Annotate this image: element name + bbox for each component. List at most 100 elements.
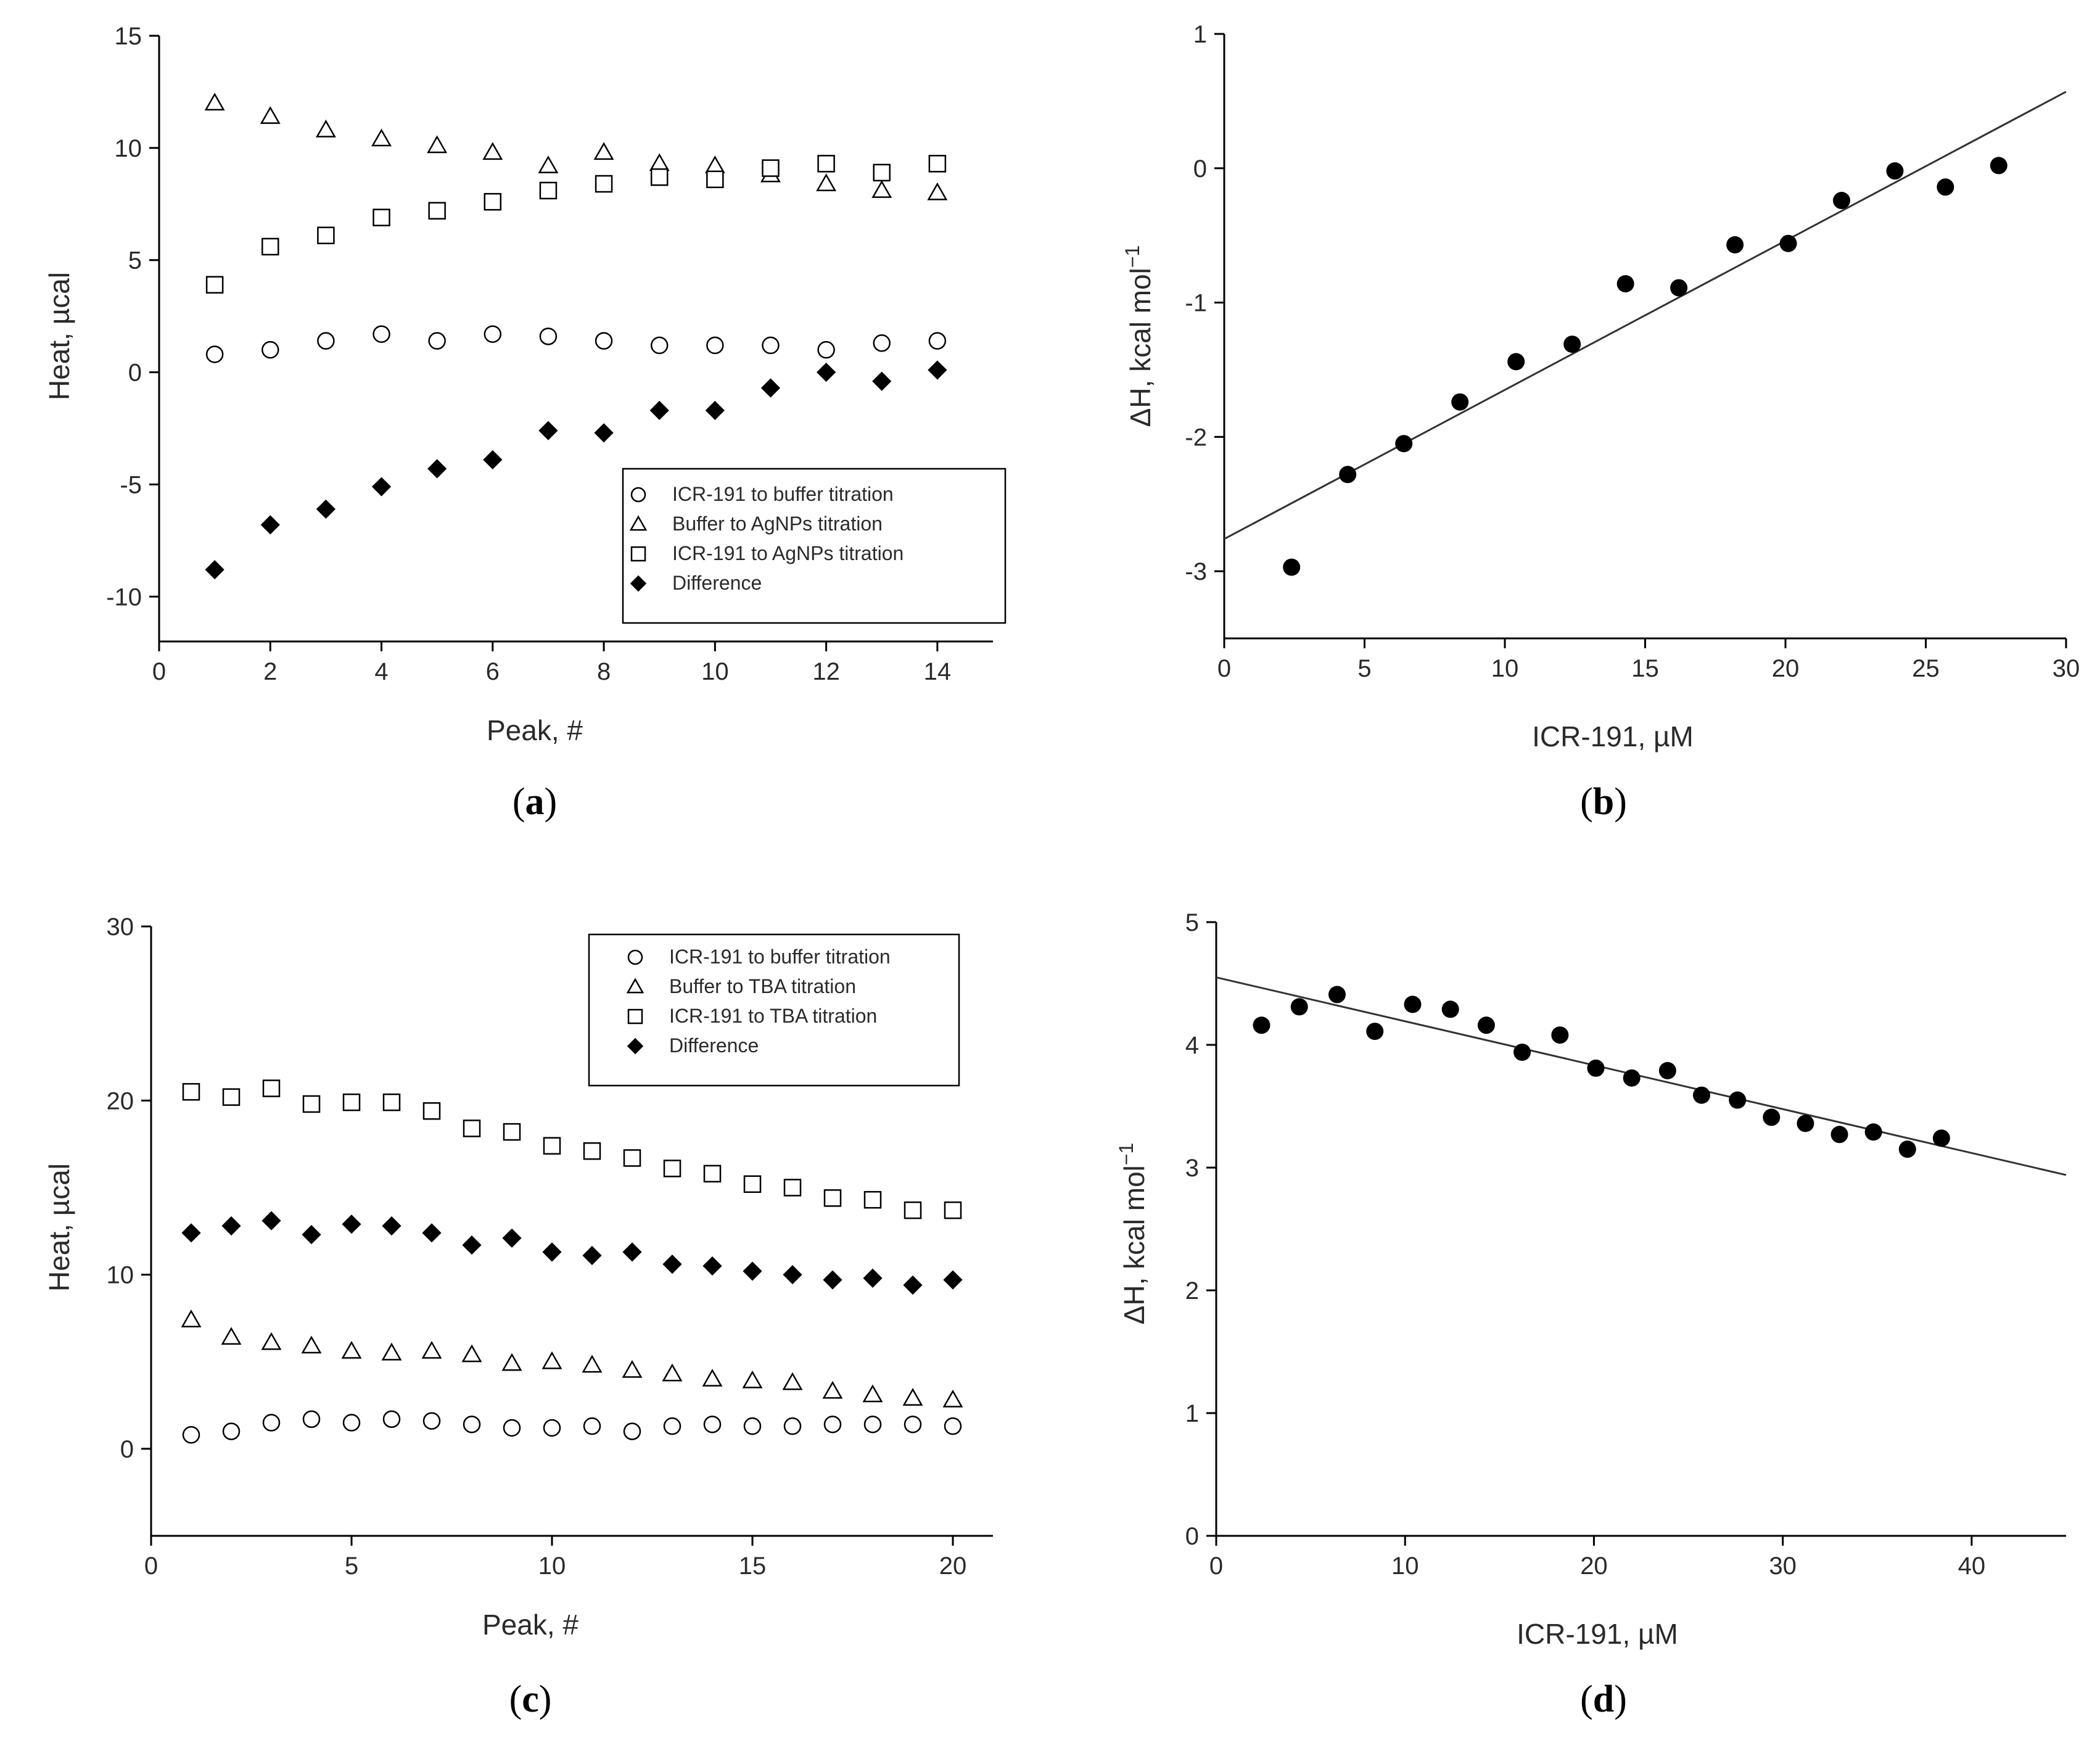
x-tick-label-c: 0: [144, 1552, 158, 1580]
point-a-s0: [428, 332, 446, 350]
y-tick-label-d: 5: [1185, 909, 1199, 936]
x-tick-label-c: 5: [345, 1552, 358, 1580]
point-c-s1: [702, 1369, 723, 1387]
legend-marker-a-s0: [630, 487, 646, 503]
legend-label-c-s1: Buffer to TBA titration: [669, 975, 856, 997]
point-c-s2: [182, 1082, 200, 1101]
legend-marker-c-s0: [627, 949, 643, 965]
point-b-s0: [1395, 435, 1413, 453]
point-c-s3: [622, 1242, 642, 1262]
y-tick-label-a: 10: [115, 135, 142, 162]
x-tick-label-b: 5: [1357, 655, 1371, 682]
point-a-s0: [873, 334, 891, 352]
point-c-s1: [461, 1344, 482, 1363]
point-c-s2: [342, 1093, 361, 1111]
point-a-s2: [817, 155, 835, 173]
point-b-s0: [1833, 192, 1850, 210]
point-c-s0: [703, 1416, 722, 1433]
point-b-s0: [1990, 157, 2007, 175]
point-b-s0: [1339, 466, 1357, 484]
point-c-s0: [783, 1417, 802, 1435]
point-a-s1: [927, 182, 948, 200]
panel-label-b: (b): [1580, 781, 1627, 823]
point-c-s0: [302, 1410, 321, 1429]
x-tick-label-b: 0: [1217, 655, 1231, 682]
x-tick-label-a: 2: [263, 658, 277, 685]
legend-label-a-s0: ICR-191 to buffer titration: [672, 483, 894, 505]
point-c-s3: [702, 1256, 722, 1276]
y-tick-label-c: 20: [107, 1087, 134, 1115]
x-axis-title-a: Peak, #: [487, 714, 583, 746]
point-a-s0: [317, 332, 335, 350]
chart-panel-a: 0 2 4 6 8 10 12 14 -10 -5 0 5 10 15 ICR-191 to buffer…: [43, 23, 1007, 823]
chart-panel-b: 0 5 10 15 20 25 30 -3 -2 -1 0 1 ICR-191, µM ΔH, kca…: [1121, 21, 2080, 823]
legend-marker-a-s1: [629, 515, 648, 531]
point-a-s1: [593, 142, 614, 160]
x-axis-title-b: ICR-191, µM: [1532, 720, 1694, 752]
point-c-s3: [943, 1270, 963, 1290]
point-a-s0: [261, 340, 279, 359]
point-a-s1: [538, 155, 559, 173]
y-tick-label-d: 0: [1185, 1523, 1199, 1550]
point-c-s0: [463, 1416, 481, 1433]
panel-label-a: (a): [513, 781, 557, 823]
y-axis-title-c: Heat, µcal: [43, 1163, 75, 1292]
point-c-s1: [181, 1309, 202, 1327]
point-d-s0: [1830, 1126, 1848, 1144]
point-d-s0: [1898, 1140, 1916, 1158]
point-c-s3: [462, 1235, 482, 1255]
point-a-s1: [871, 180, 892, 198]
legend-label-a-s1: Buffer to AgNPs titration: [672, 513, 883, 535]
point-c-s3: [542, 1242, 562, 1262]
legend-marker-c-s2: [627, 1008, 643, 1025]
y-tick-label-a: -5: [120, 471, 142, 498]
legend-c-box: [588, 933, 960, 1087]
point-c-s2: [944, 1201, 962, 1219]
legend-marker-a-s3: [630, 575, 647, 592]
point-a-s2: [317, 226, 335, 244]
point-c-s2: [904, 1201, 922, 1219]
point-a-s1: [427, 135, 448, 154]
fit-line-d: [1216, 976, 2067, 1176]
point-c-s3: [743, 1261, 762, 1281]
legend-a-box: [622, 468, 1007, 624]
point-b-s0: [1507, 353, 1525, 371]
point-a-s3: [316, 499, 336, 519]
point-c-s2: [863, 1190, 882, 1209]
point-c-s1: [261, 1332, 282, 1350]
point-c-s0: [944, 1417, 962, 1435]
x-tick-label-a: 10: [701, 658, 729, 685]
point-b-s0: [1451, 393, 1469, 411]
y-tick-label-b: -3: [1185, 558, 1207, 585]
point-b-s0: [1937, 178, 1954, 196]
point-c-s0: [904, 1416, 922, 1433]
x-tick-label-a: 8: [597, 658, 611, 685]
x-tick-label-c: 20: [939, 1552, 967, 1580]
point-a-s3: [483, 450, 503, 469]
x-tick-label-b: 15: [1631, 655, 1659, 682]
point-c-s2: [623, 1149, 641, 1167]
point-a-s2: [373, 208, 390, 226]
point-a-s2: [650, 168, 669, 186]
point-a-s2: [762, 159, 780, 177]
point-a-s2: [706, 170, 724, 189]
point-c-s3: [181, 1223, 201, 1243]
point-c-s2: [543, 1137, 561, 1155]
point-c-s2: [422, 1102, 441, 1120]
x-tick-label-d: 30: [1769, 1552, 1797, 1580]
point-d-s0: [1366, 1023, 1384, 1041]
point-d-s0: [1658, 1062, 1676, 1079]
point-b-s0: [1563, 336, 1581, 353]
legend-c-rows: ICR-191 to buffer titration Buffer to TBA…: [626, 946, 891, 1057]
point-a-s2: [539, 181, 558, 200]
point-a-s3: [427, 459, 447, 479]
point-a-s3: [260, 515, 280, 535]
point-a-s0: [205, 345, 224, 363]
point-b-s0: [1616, 275, 1634, 293]
point-a-s1: [315, 119, 336, 138]
point-c-s0: [623, 1422, 641, 1440]
y-tick-label-b: 1: [1193, 21, 1207, 48]
point-a-s2: [928, 155, 947, 173]
